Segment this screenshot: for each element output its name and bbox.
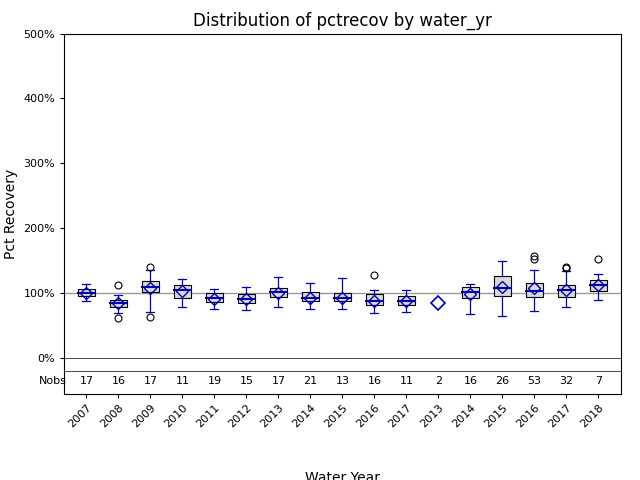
Bar	[397, 296, 415, 305]
Text: 17: 17	[271, 376, 285, 385]
Text: 17: 17	[79, 376, 93, 385]
Text: 16: 16	[111, 376, 125, 385]
Bar	[557, 285, 575, 297]
Text: 16: 16	[463, 376, 477, 385]
Text: 11: 11	[175, 376, 189, 385]
Text: 32: 32	[559, 376, 573, 385]
Bar	[205, 293, 223, 302]
Bar	[109, 300, 127, 307]
Bar	[333, 293, 351, 301]
Text: 7: 7	[595, 376, 602, 385]
Bar	[77, 288, 95, 296]
Text: 13: 13	[335, 376, 349, 385]
Bar	[141, 281, 159, 292]
Title: Distribution of pctrecov by water_yr: Distribution of pctrecov by water_yr	[193, 11, 492, 30]
Text: 53: 53	[527, 376, 541, 385]
Bar	[365, 294, 383, 305]
Bar	[525, 283, 543, 297]
Bar	[237, 294, 255, 303]
Text: 26: 26	[495, 376, 509, 385]
Bar	[301, 292, 319, 301]
Text: Nobs: Nobs	[38, 376, 67, 385]
X-axis label: Water Year: Water Year	[305, 471, 380, 480]
Bar	[269, 288, 287, 297]
Bar	[589, 280, 607, 291]
Text: 17: 17	[143, 376, 157, 385]
Bar	[493, 276, 511, 296]
Text: 2: 2	[435, 376, 442, 385]
Bar	[461, 287, 479, 298]
Text: 16: 16	[367, 376, 381, 385]
Text: 11: 11	[399, 376, 413, 385]
Y-axis label: Pct Recovery: Pct Recovery	[4, 168, 18, 259]
Bar	[173, 285, 191, 298]
Text: 15: 15	[239, 376, 253, 385]
Text: 21: 21	[303, 376, 317, 385]
Text: 19: 19	[207, 376, 221, 385]
